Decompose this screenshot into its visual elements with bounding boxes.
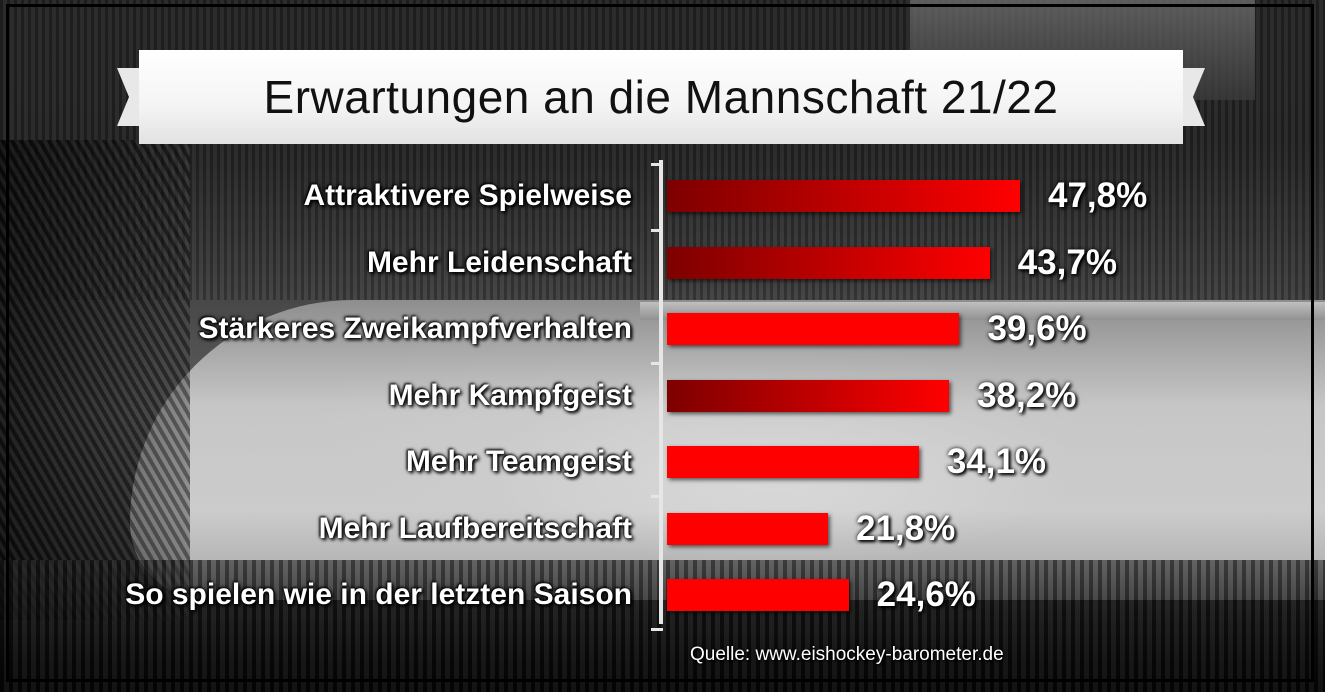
data-label: 24,6% [876,575,976,614]
bar [667,446,919,478]
axis-tick [651,495,663,499]
bar [667,180,1020,212]
data-label: 47,8% [1048,176,1148,215]
category-label: Attraktivere Spielweise [303,179,633,212]
data-label: 21,8% [855,508,956,548]
axis-tick [651,628,663,632]
bar [667,246,990,279]
banner-plate [139,50,1183,144]
axis-tick [651,162,663,166]
category-label: Mehr Kampfgeist [388,378,632,412]
axis-tick [651,229,663,233]
category-label: So spielen wie in der letzten Saison [125,578,632,611]
bar [667,379,950,412]
data-label: 34,1% [946,442,1047,481]
category-axis-line [659,160,663,624]
data-label: 43,7% [1017,242,1117,282]
bar [667,512,828,545]
data-label: 39,6% [987,309,1087,348]
axis-tick [651,362,663,366]
category-label: Stärkeres Zweikampfverhalten [198,312,632,345]
category-label: Mehr Leidenschaft [366,245,632,279]
category-label: Mehr Teamgeist [405,445,632,478]
chart-title: Erwartungen an die Mannschaft 21/22 [263,71,1059,123]
source-note: Quelle: www.eishockey-barometer.de [690,644,1004,665]
bar [667,579,849,611]
background-crowd-left [0,140,190,620]
title-banner: Erwartungen an die Mannschaft 21/22 [117,50,1205,144]
bar [667,313,960,345]
category-label: Mehr Laufbereitschaft [318,511,632,545]
data-label: 38,2% [977,375,1077,415]
